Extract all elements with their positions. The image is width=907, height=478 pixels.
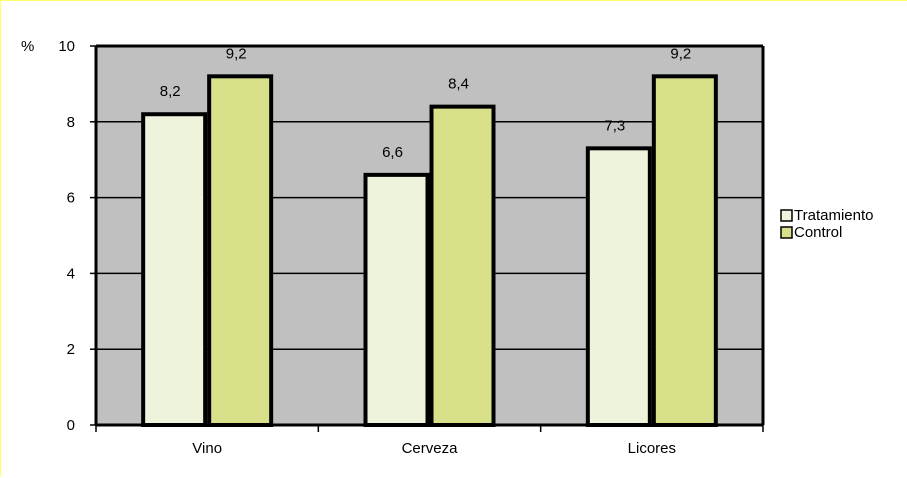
data-label-control-cerveza: 8,4 (448, 76, 469, 93)
axes (90, 44, 765, 432)
y-tick-label-8: 8 (67, 114, 75, 131)
bars (141, 74, 718, 428)
legend-label-control: Control (794, 224, 842, 241)
x-tick-labels: Vino Cerveza Licores (192, 440, 676, 457)
y-tick-label-10: 10 (58, 38, 75, 55)
bar-control-vino (207, 74, 274, 427)
y-tick-label-4: 4 (67, 265, 75, 282)
x-tick-label-cerveza: Cerveza (402, 440, 459, 457)
data-label-tratamiento-licores: 7,3 (604, 117, 625, 134)
data-label-tratamiento-vino: 8,2 (160, 83, 181, 100)
bar-tratamiento-cerveza (363, 172, 430, 427)
bar-tratamiento-licores (585, 146, 652, 428)
legend-label-tratamiento: Tratamiento (794, 207, 873, 224)
y-tick-label-6: 6 (67, 190, 75, 207)
y-tick-label-0: 0 (67, 417, 75, 434)
data-labels: 8,2 9,2 6,6 8,4 7,3 9,2 (160, 45, 692, 161)
y-axis-label: % (21, 38, 34, 55)
bar-control-licores (651, 74, 718, 427)
bar-tratamiento-vino (141, 112, 208, 427)
y-tick-labels: 0 2 4 6 8 10 (58, 38, 75, 434)
legend-swatch-control (780, 226, 793, 239)
data-label-tratamiento-cerveza: 6,6 (382, 144, 403, 161)
x-tick-label-licores: Licores (628, 440, 676, 457)
y-tick-label-2: 2 (67, 341, 75, 358)
bar-control-cerveza (429, 104, 496, 427)
data-label-control-licores: 9,2 (670, 45, 691, 62)
x-tick-label-vino: Vino (192, 440, 222, 457)
data-label-control-vino: 9,2 (226, 45, 247, 62)
legend-swatch-tratamiento (780, 209, 793, 222)
